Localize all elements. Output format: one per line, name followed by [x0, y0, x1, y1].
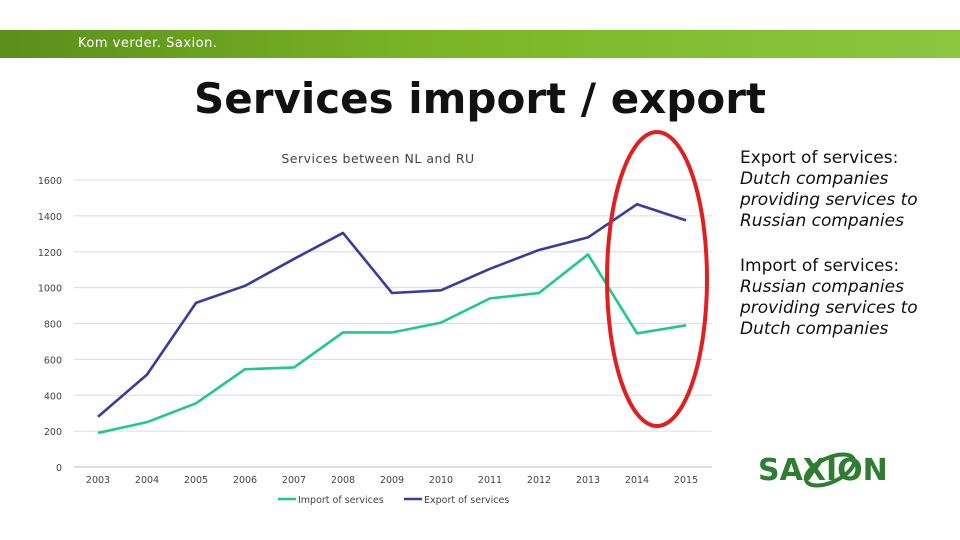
- y-tick-label: 200: [44, 427, 62, 438]
- x-tick-label: 2013: [576, 475, 600, 486]
- y-tick-label: 1000: [38, 284, 62, 295]
- legend-label: Export of services: [424, 495, 509, 506]
- export-body-line: Russian companies: [740, 211, 904, 231]
- x-tick-label: 2008: [331, 475, 355, 486]
- x-tick-label: 2003: [86, 475, 110, 486]
- tagline: Kom verder. Saxion.: [78, 36, 218, 51]
- export-heading: Export of services:: [740, 148, 899, 168]
- import-body-line: providing services to: [740, 298, 918, 318]
- series-line-export: [97, 202, 687, 418]
- export-annotation: Export of services: Dutch companies prov…: [740, 148, 918, 232]
- logo-text: SAXION: [758, 453, 888, 488]
- x-tick-label: 2006: [233, 475, 257, 486]
- x-tick-label: 2005: [184, 475, 208, 486]
- export-body-line: providing services to: [740, 190, 918, 210]
- x-tick-label: 2009: [380, 475, 404, 486]
- export-body-line: Dutch companies: [740, 169, 889, 189]
- chart-title: Services between NL and RU: [281, 151, 474, 166]
- series-line-import: [97, 253, 687, 435]
- x-tick-label: 2010: [429, 475, 453, 486]
- y-tick-label: 0: [56, 463, 62, 474]
- header-bar: [0, 30, 960, 58]
- x-tick-label: 2004: [135, 475, 159, 486]
- y-tick-label: 1200: [38, 248, 62, 259]
- logo-swoosh-icon: [803, 452, 857, 488]
- import-annotation: Import of services: Russian companies pr…: [740, 256, 918, 340]
- y-tick-label: 800: [44, 320, 62, 331]
- y-tick-label: 1400: [38, 212, 62, 223]
- import-body-line: Russian companies: [740, 277, 904, 297]
- y-tick-label: 1600: [38, 176, 62, 187]
- y-tick-label: 400: [44, 391, 62, 402]
- legend-label: Import of services: [298, 495, 384, 506]
- x-tick-label: 2014: [625, 475, 649, 486]
- x-tick-label: 2015: [674, 475, 698, 486]
- page-title: Services import / export: [194, 74, 766, 123]
- highlight-ellipse: [605, 130, 709, 428]
- import-body-line: Dutch companies: [740, 319, 889, 339]
- saxion-logo: SAXION: [758, 452, 888, 488]
- x-tick-label: 2011: [478, 475, 502, 486]
- x-tick-label: 2007: [282, 475, 306, 486]
- x-tick-label: 2012: [527, 475, 551, 486]
- y-tick-label: 600: [44, 355, 62, 366]
- import-heading: Import of services:: [740, 256, 900, 276]
